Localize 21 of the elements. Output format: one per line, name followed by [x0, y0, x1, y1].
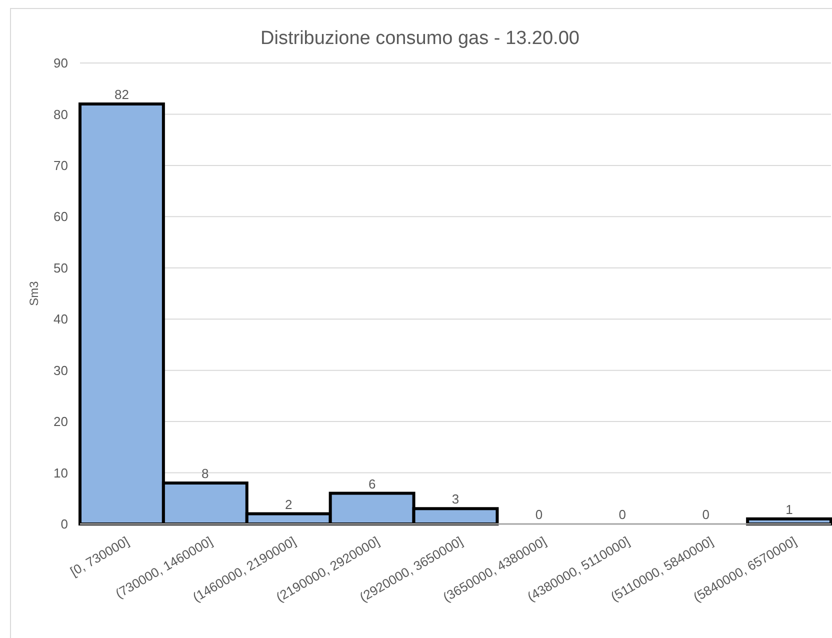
data-label: 8: [202, 466, 209, 482]
y-tick-label: 70: [54, 158, 68, 173]
data-label: 82: [114, 86, 129, 102]
data-label: 2: [284, 496, 292, 512]
data-label: 6: [368, 476, 376, 492]
y-tick-label: 60: [54, 209, 68, 224]
y-tick-label: 0: [60, 516, 68, 532]
y-tick-label: 50: [54, 260, 68, 276]
y-tick-label: 10: [54, 465, 68, 480]
chart-title: Distribuzione consumo gas - 13.20.00: [260, 28, 580, 49]
y-tick-label: 90: [54, 56, 68, 71]
data-label: 0: [702, 507, 710, 522]
data-label: 1: [786, 502, 793, 517]
y-tick-label: 20: [54, 414, 68, 430]
y-tick-label: 30: [54, 362, 68, 378]
data-label: 0: [535, 507, 543, 522]
y-tick-label: 80: [54, 106, 68, 122]
data-label: 0: [618, 507, 626, 522]
y-tick-label: 40: [54, 312, 68, 327]
y-axis-title: Sm3: [27, 280, 41, 306]
data-label: 3: [452, 492, 460, 507]
